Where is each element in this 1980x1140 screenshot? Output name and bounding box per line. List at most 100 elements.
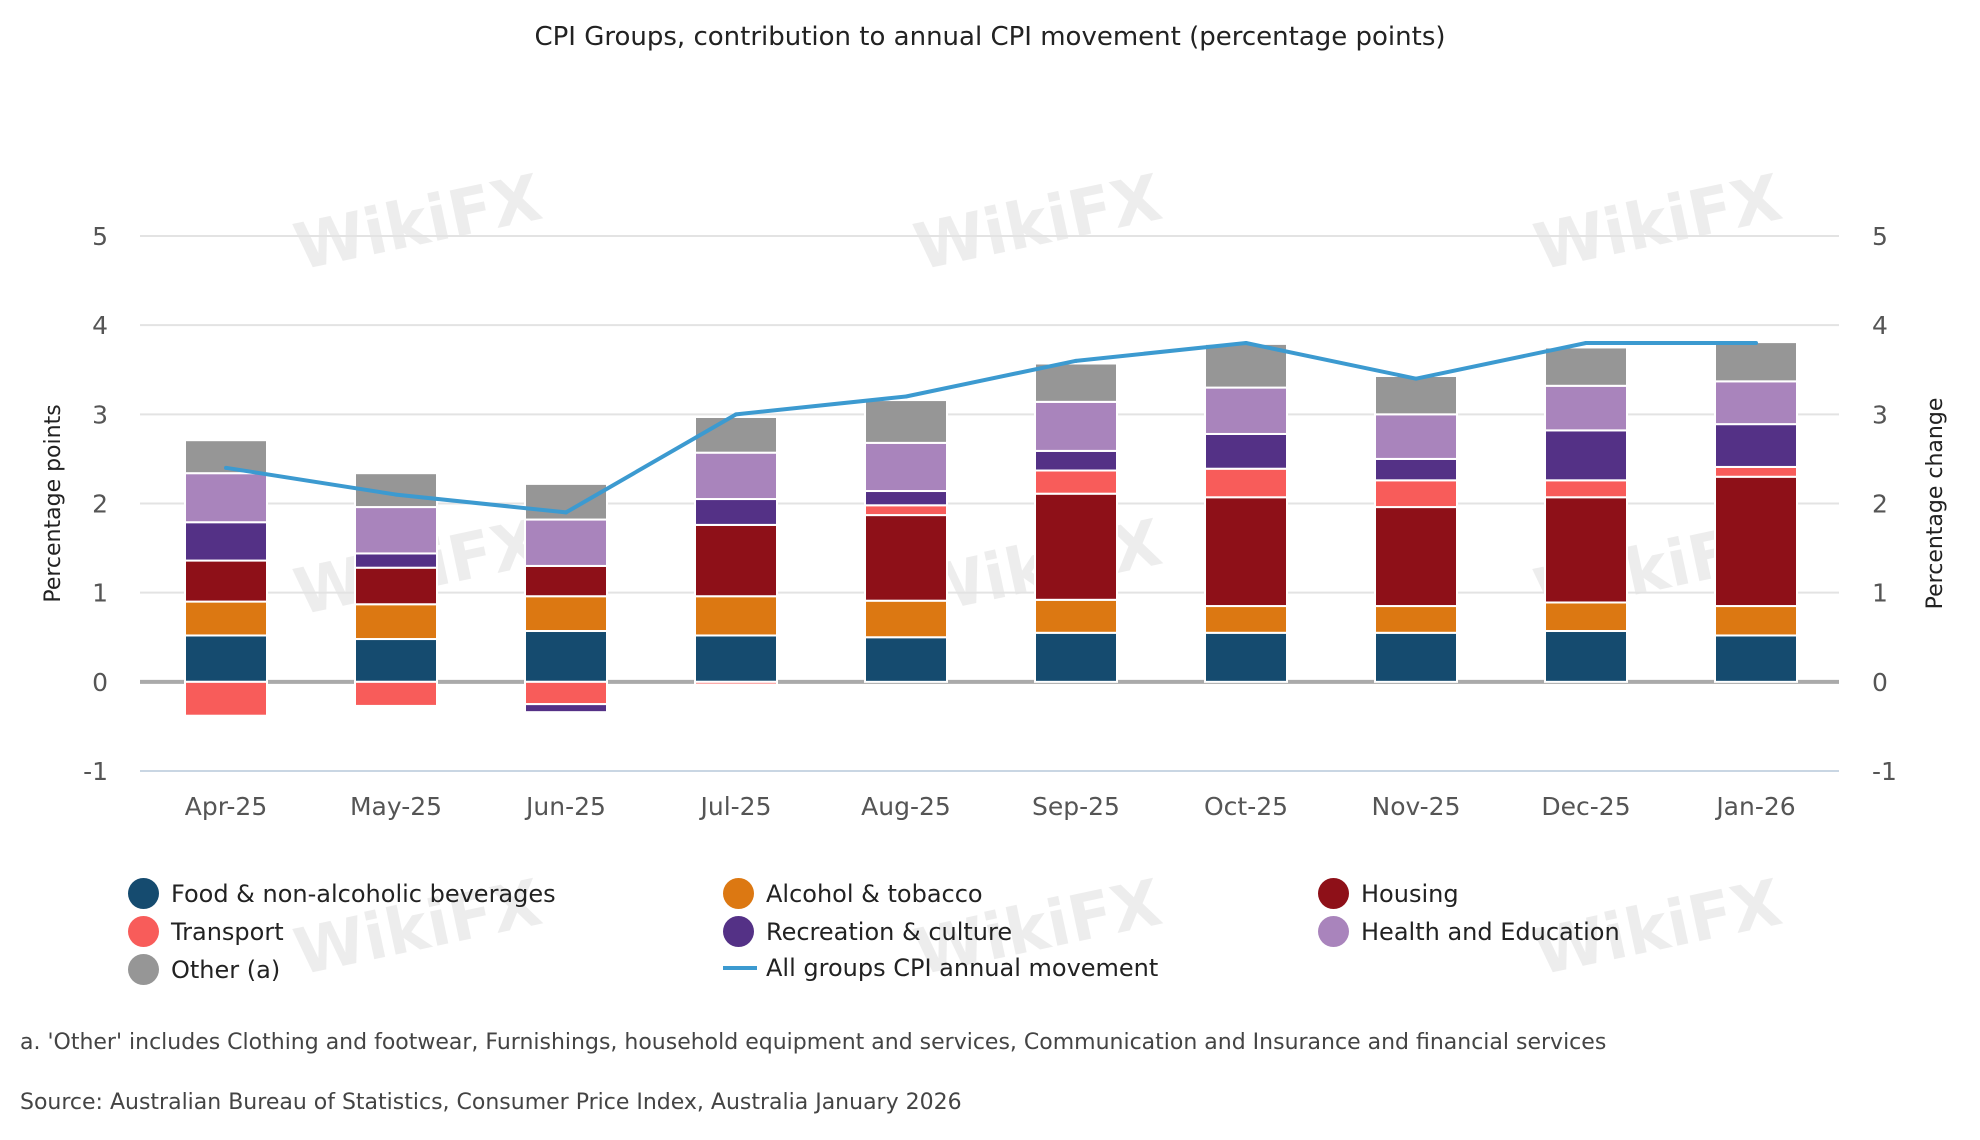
bar-segment xyxy=(694,498,778,526)
y2-tick-label: -1 xyxy=(1872,757,1897,786)
bar-segment xyxy=(524,518,608,567)
bar-segment xyxy=(864,514,948,602)
y-tick-label: 1 xyxy=(92,579,108,608)
bar-segment xyxy=(1034,631,1118,683)
bar-segment xyxy=(1374,631,1458,683)
bar-segment xyxy=(864,599,948,639)
source-note: Source: Australian Bureau of Statistics,… xyxy=(20,1090,962,1115)
x-tick-label: Nov-25 xyxy=(1372,792,1461,821)
y2-tick-label: 2 xyxy=(1872,490,1888,519)
bar-segment xyxy=(184,600,268,637)
y-axis-title: Percentage points xyxy=(41,404,66,602)
legend-item-transport[interactable]: Transport xyxy=(128,916,284,947)
legend-label: Recreation & culture xyxy=(766,917,1013,946)
legend-label: Food & non-alcoholic beverages xyxy=(171,879,556,908)
legend-item-health[interactable]: Health and Education xyxy=(1318,916,1620,947)
cpi-line-point xyxy=(1754,341,1758,345)
bar-segment xyxy=(1204,386,1288,435)
legend-swatch-housing xyxy=(1318,878,1349,909)
bar-segment xyxy=(1034,449,1118,472)
legend-item-alcohol[interactable]: Alcohol & tobacco xyxy=(723,878,983,909)
legend-swatch-recreation xyxy=(723,916,754,947)
bar-segment xyxy=(354,638,438,683)
x-tick-label: Sep-25 xyxy=(1032,792,1120,821)
watermark: WikiFX xyxy=(1528,161,1788,285)
bar-segment xyxy=(184,634,268,683)
watermark: WikiFX xyxy=(288,161,548,285)
bar-segment xyxy=(1204,605,1288,634)
bar-segment xyxy=(1204,496,1288,608)
x-tick-label: Jan-26 xyxy=(1714,792,1795,821)
x-tick-label: Dec-25 xyxy=(1541,792,1630,821)
watermark: WikiFX xyxy=(908,161,1168,285)
bar-segment xyxy=(524,630,608,683)
y2-tick-label: 3 xyxy=(1872,400,1888,429)
bar-segment xyxy=(1374,413,1458,460)
bar-segment xyxy=(354,566,438,606)
bar-segment xyxy=(864,441,948,493)
chart-title: CPI Groups, contribution to annual CPI m… xyxy=(534,22,1446,52)
bar-segment xyxy=(1544,479,1628,499)
cpi-line-point xyxy=(734,412,738,417)
bar-segment xyxy=(1374,479,1458,509)
y2-tick-label: 0 xyxy=(1872,668,1888,697)
bar-segment xyxy=(354,603,438,641)
y2-tick-label: 1 xyxy=(1872,579,1888,608)
bar-segment xyxy=(864,636,948,683)
cpi-line-point xyxy=(1414,376,1418,381)
bar-segment xyxy=(1714,341,1798,383)
legend-label: All groups CPI annual movement xyxy=(766,954,1159,982)
bar-segment xyxy=(1714,475,1798,608)
bar-segment xyxy=(354,506,438,555)
bar-segment xyxy=(1544,384,1628,432)
bar-segment xyxy=(1374,374,1458,416)
x-tick-label: Jun-25 xyxy=(524,792,606,821)
cpi-line-point xyxy=(1074,358,1078,363)
bar-segment xyxy=(1204,432,1288,470)
y-tick-label: 4 xyxy=(92,311,108,340)
bar-segment xyxy=(354,680,438,707)
legend-item-housing[interactable]: Housing xyxy=(1318,878,1459,909)
legend-label: Housing xyxy=(1361,879,1459,908)
legend-swatch-food xyxy=(128,878,159,909)
y2-axis-title: Percentage change xyxy=(1923,398,1948,610)
bar-segment xyxy=(1714,423,1798,468)
y-tick-label: 3 xyxy=(92,400,108,429)
cpi-line-point xyxy=(224,465,228,470)
legend-label: Health and Education xyxy=(1361,917,1620,946)
legend-item-other[interactable]: Other (a) xyxy=(128,954,280,985)
bar-segment xyxy=(864,490,948,507)
bar-segment xyxy=(184,521,268,562)
bar-segment xyxy=(1034,492,1118,601)
y-tick-label: 0 xyxy=(92,668,108,697)
bar-segment xyxy=(1034,598,1118,634)
y-tick-label: 2 xyxy=(92,490,108,519)
bar-segment xyxy=(184,680,268,717)
bar-segment xyxy=(1374,457,1458,482)
legend-item-food[interactable]: Food & non-alcoholic beverages xyxy=(128,878,556,909)
bar-segment xyxy=(694,416,778,454)
bar-segment xyxy=(1544,496,1628,604)
bar-segment xyxy=(1034,469,1118,495)
y2-tick-label: 4 xyxy=(1872,311,1888,340)
bar-segment xyxy=(524,680,608,706)
footnote: a. 'Other' includes Clothing and footwea… xyxy=(20,1030,1607,1055)
bar-segment xyxy=(864,504,948,517)
legend-swatch-alcohol xyxy=(723,878,754,909)
legend-item-cpi-line[interactable]: All groups CPI annual movement xyxy=(723,954,1158,982)
x-tick-label: May-25 xyxy=(350,792,442,821)
bar-segment xyxy=(1204,467,1288,499)
bar-segment xyxy=(1034,400,1118,452)
bar-segment xyxy=(1714,634,1798,683)
bar-segment xyxy=(1374,506,1458,608)
legend-item-recreation[interactable]: Recreation & culture xyxy=(723,916,1012,947)
bar-segment xyxy=(354,552,438,569)
x-tick-label: Apr-25 xyxy=(185,792,267,821)
bar-segment xyxy=(524,564,608,598)
y-tick-label: 5 xyxy=(92,222,108,251)
y2-tick-label: 5 xyxy=(1872,222,1888,251)
bar-segment xyxy=(1544,630,1628,683)
bar-segment xyxy=(694,634,778,683)
x-tick-label: Aug-25 xyxy=(861,792,951,821)
cpi-line-point xyxy=(1584,341,1588,345)
